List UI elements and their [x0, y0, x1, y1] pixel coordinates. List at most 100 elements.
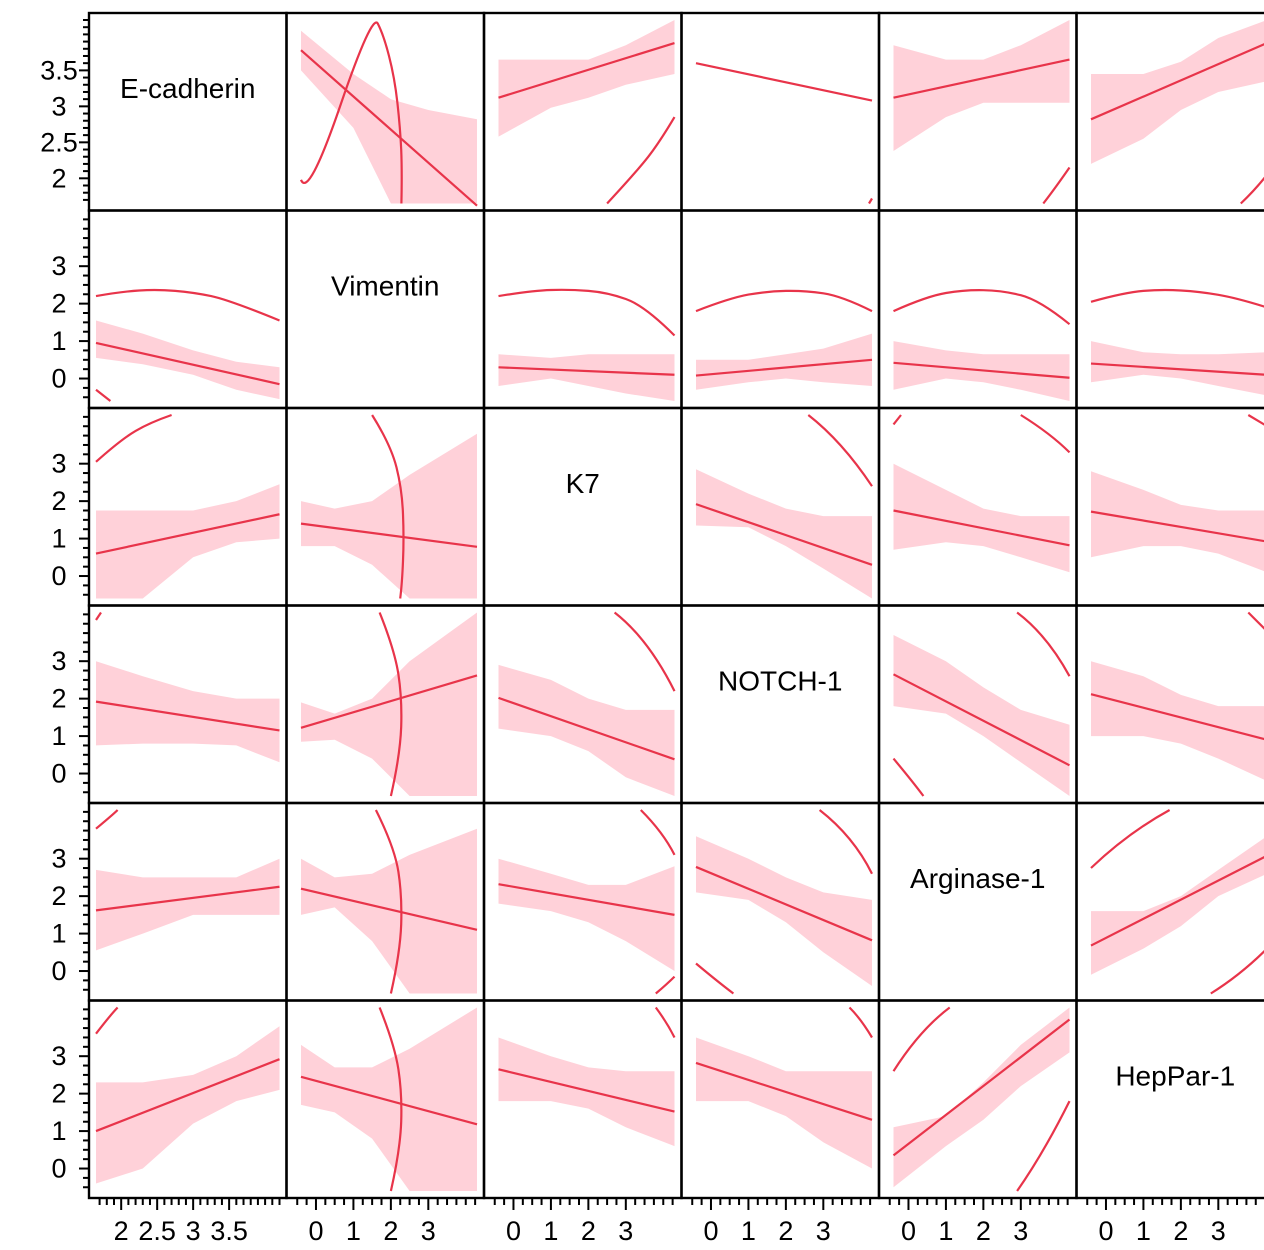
variable-label-1: Vimentin	[331, 270, 439, 301]
fit-lines	[95, 41, 1264, 1157]
fit-line-3-0	[95, 700, 280, 732]
y-tick-label-1-2: 2	[51, 289, 66, 319]
x-tick-label-3-0: 0	[703, 1216, 718, 1246]
density-ellipse-4-2-26	[655, 975, 676, 995]
cell-frame-4-4	[877, 801, 1078, 1002]
density-ellipse-4-5-29	[1090, 809, 1171, 869]
variable-label-2: K7	[566, 468, 600, 499]
x-tick-label-1-0: 0	[308, 1216, 323, 1246]
y-tick-label-0-0: 2	[51, 163, 66, 193]
density-ellipse-3-4-21	[1016, 611, 1071, 677]
confidence-band-3-2	[498, 664, 675, 796]
fit-line-4-5	[1090, 855, 1264, 947]
density-ellipse-5-4-35	[892, 1006, 951, 1072]
y-tick-label-3-0: 0	[51, 759, 66, 789]
fit-line-4-3	[695, 865, 873, 942]
density-ellipse-5-1-32	[378, 1007, 403, 1192]
density-ellipse-1-0-6	[95, 388, 112, 402]
density-ellipse-4-3-28	[818, 809, 873, 875]
density-ellipse-5-3-34	[848, 1006, 873, 1039]
x-tick-label-5-3: 3	[1211, 1216, 1226, 1246]
density-ellipse-2-3-13	[807, 414, 873, 487]
density-ellipse-0-5-4	[1240, 176, 1264, 205]
confidence-band-5-1	[301, 1007, 477, 1191]
fit-line-3-2	[498, 696, 675, 761]
x-tick-label-4-0: 0	[901, 1216, 916, 1246]
x-tick-label-0-0: 2	[114, 1216, 129, 1246]
confidence-band-3-5	[1091, 661, 1264, 780]
confidence-band-4-1	[301, 828, 477, 994]
confidence-band-4-0	[96, 858, 280, 951]
confidence-band-3-0	[96, 661, 280, 763]
y-tick-label-1-1: 1	[51, 326, 66, 356]
y-tick-label-0-1: 2.5	[40, 127, 78, 157]
x-tick-label-4-3: 3	[1013, 1216, 1028, 1246]
density-ellipse-2-0-11	[95, 413, 172, 463]
fit-line-3-1	[300, 674, 478, 729]
fit-line-0-2	[498, 41, 675, 99]
x-tick-label-3-2: 2	[778, 1216, 793, 1246]
x-tick-label-4-2: 2	[976, 1216, 991, 1246]
confidence-band-2-1	[301, 433, 477, 599]
x-tick-label-1-1: 1	[346, 1216, 361, 1246]
y-tick-label-3-3: 3	[51, 646, 66, 676]
fit-line-0-1	[300, 49, 478, 207]
y-tick-label-2-2: 2	[51, 486, 66, 516]
fit-line-0-3	[695, 62, 873, 102]
density-ellipse-0-4-3	[1042, 166, 1071, 205]
x-tick-label-5-1: 1	[1136, 1216, 1151, 1246]
y-tick-label-0-2: 3	[51, 91, 66, 121]
density-ellipse-5-2-33	[654, 1006, 676, 1038]
y-tick-label-5-0: 0	[51, 1154, 66, 1184]
density-ellipse-5-4-36	[1016, 1100, 1071, 1192]
x-tick-label-4-1: 1	[938, 1216, 953, 1246]
confidence-band-5-0	[96, 1026, 280, 1184]
variable-labels: E-cadherin Vimentin K7 NOTCH-1 Arginase-1 Hep…	[120, 73, 1235, 1092]
density-ellipse-3-2-19	[613, 611, 676, 692]
density-ellipse-4-0-23	[95, 809, 119, 830]
density-ellipse-2-4-15	[1020, 414, 1071, 454]
confidence-band-4-5	[1091, 838, 1264, 975]
y-tick-label-4-2: 2	[51, 881, 66, 911]
density-ellipse-3-4-20	[892, 757, 925, 797]
density-ellipse-1-2-7	[498, 288, 676, 337]
fit-line-1-4	[893, 361, 1070, 379]
fit-line-5-4	[892, 1018, 1071, 1157]
fit-line-2-0	[95, 513, 280, 555]
confidence-band-2-4	[893, 463, 1070, 573]
confidence-band-5-3	[696, 1037, 872, 1169]
x-tick-label-0-2: 3	[186, 1216, 201, 1246]
variable-label-3: NOTCH-1	[718, 665, 842, 696]
axis-ticks	[79, 19, 1257, 1210]
confidence-band-2-0	[96, 484, 280, 599]
fit-line-1-3	[695, 358, 873, 377]
fit-line-0-4	[893, 58, 1070, 99]
density-ellipse-2-5-16	[1247, 414, 1264, 426]
confidence-band-3-4	[893, 635, 1070, 796]
density-ellipse-5-0-31	[95, 1006, 119, 1035]
x-tick-label-2-1: 1	[543, 1216, 558, 1246]
confidence-band-4-2	[498, 858, 675, 971]
cell-frame-0-3	[680, 11, 881, 212]
y-tick-label-2-3: 3	[51, 449, 66, 479]
y-tick-label-0-3: 3.5	[40, 55, 78, 85]
y-tick-label-5-1: 1	[51, 1116, 66, 1146]
density-ellipse-3-5-22	[1247, 611, 1264, 630]
cell-frames	[87, 11, 1264, 1200]
fit-line-2-4	[893, 509, 1070, 547]
y-tick-label-1-0: 0	[51, 364, 66, 394]
density-ellipse-0-3-2	[868, 197, 873, 205]
x-tick-label-3-1: 1	[741, 1216, 756, 1246]
confidence-band-1-3	[696, 333, 872, 390]
y-tick-label-5-3: 3	[51, 1041, 66, 1071]
fit-line-4-1	[300, 887, 478, 931]
x-tick-label-0-3: 3.5	[210, 1216, 248, 1246]
fit-line-5-3	[695, 1061, 873, 1121]
confidence-band-2-5	[1091, 471, 1264, 572]
fit-line-5-2	[498, 1068, 675, 1113]
cell-frame-2-2	[482, 406, 683, 607]
density-ellipse-1-0-5	[95, 288, 280, 322]
density-ellipse-4-1-24	[374, 809, 403, 994]
